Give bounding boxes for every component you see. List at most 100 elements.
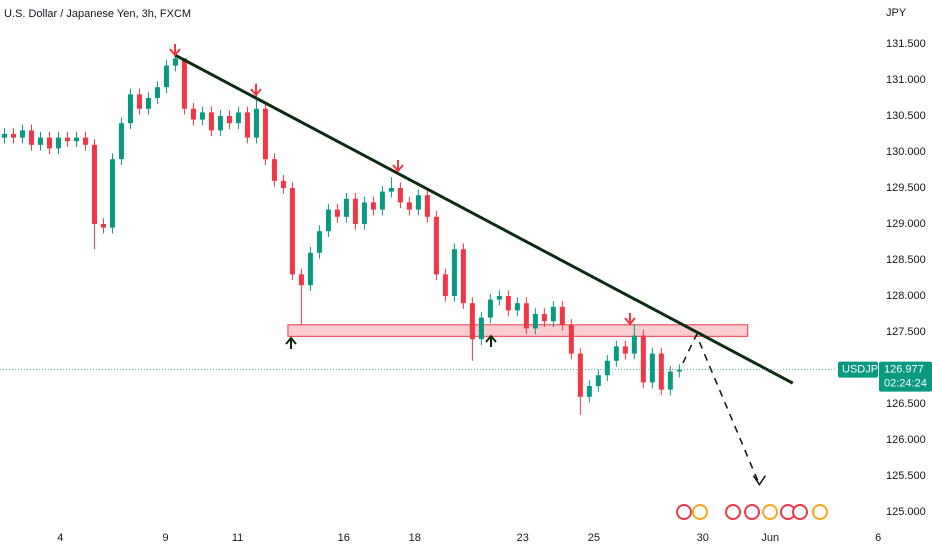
candle-body [586,386,592,397]
y-tick-label: 128.500 [886,254,926,266]
candle-body [55,137,61,149]
candle-body [496,296,502,300]
arrow-up [485,334,497,347]
candle-body [127,94,133,124]
y-tick-label: 130.000 [886,146,926,158]
candle-body [631,335,637,354]
candle-body [91,144,97,224]
candle-body [361,202,367,224]
arrow-up [285,336,297,349]
candle-body [370,202,376,210]
event-icon [676,504,692,520]
candle-body [136,94,142,109]
candle-body [28,130,34,145]
candle-body [100,224,106,228]
y-tick-label: 129.500 [886,182,926,194]
candle-body [208,112,214,131]
candle-body [307,252,313,286]
candle-body [559,306,565,325]
candle-body [82,137,88,145]
event-icon [812,504,828,520]
projection-path [682,333,761,485]
candle-body [316,231,322,253]
candle-body [262,108,268,160]
candle-body [64,137,70,142]
candle-body [217,116,223,131]
candle-body [523,303,529,329]
plot-area [1,53,794,486]
candle-body [37,137,43,145]
y-tick-label: 126.500 [886,398,926,410]
candle-body [253,108,259,138]
candle-body [235,112,241,124]
countdown-label: 02:24:24 [884,378,927,390]
candle-body [226,116,232,124]
last-price-label: 126.977 [884,364,924,376]
candle-body [154,87,160,98]
candle-body [406,202,412,210]
candle-body [145,98,151,109]
candle-body [514,303,520,311]
candle-body [505,296,511,311]
trendline [173,53,794,385]
x-tick-label: 6 [875,532,881,544]
candle-body [622,346,628,354]
candle-body [271,159,277,181]
y-tick-label: 126.000 [886,434,926,446]
x-tick-label: Jun [761,532,779,544]
candle-body [667,371,673,390]
candle-body [451,249,457,296]
y-tick-label: 128.000 [886,290,926,302]
symbol-box [838,361,878,378]
event-icon [744,504,760,520]
symbol-label: USDJPY [842,364,886,376]
signal-arrows [169,44,636,349]
candle-body [613,346,619,361]
candle-body [397,188,403,203]
x-tick-label: 23 [517,532,529,544]
y-tick-label: 129.000 [886,218,926,230]
candle-body [541,314,547,322]
x-tick-label: 30 [697,532,709,544]
candle-body [163,65,169,88]
candle-body [352,198,358,224]
candle-body [19,130,25,138]
event-icons [676,504,828,520]
event-icon [692,504,708,520]
candle-body [676,369,682,372]
candle-body [388,188,394,192]
chart-title: U.S. Dollar / Japanese Yen, 3h, FXCM [4,8,191,20]
candle-body [649,353,655,383]
candle-body [118,123,124,160]
candle-body [289,188,295,275]
x-tick-label: 4 [57,532,63,544]
y-tick-label: 131.500 [886,38,926,50]
candle-body [181,58,187,109]
candle-body [298,274,304,286]
candle-body [46,137,52,149]
candle-body [244,112,250,138]
y-tick-label: 130.500 [886,110,926,122]
arrow-down [624,313,636,326]
candle-body [433,216,439,275]
candle-body [325,209,331,232]
candle-body [658,353,664,390]
candle-body [379,191,385,210]
arrow-down [392,160,404,173]
price-box [879,361,932,392]
candle-body [442,274,448,296]
candle-body [640,335,646,383]
y-axis-label: JPY [886,7,907,19]
candle-body [604,360,610,376]
event-icon [792,504,808,520]
candle-body [415,195,421,210]
candle-body [343,198,349,217]
candle-body [73,137,79,142]
candle-body [280,180,286,188]
arrow-down [250,84,262,97]
candle-body [460,249,466,304]
x-tick-label: 25 [588,532,600,544]
x-tick-label: 9 [162,532,168,544]
